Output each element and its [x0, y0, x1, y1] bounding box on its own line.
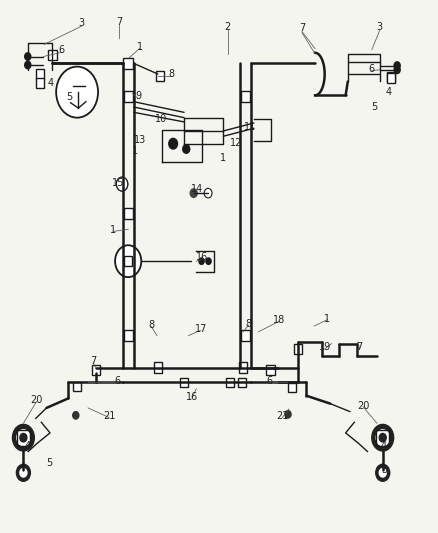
- Text: 3: 3: [78, 18, 85, 28]
- Text: 4: 4: [381, 441, 387, 451]
- Bar: [387, 73, 395, 83]
- Circle shape: [183, 145, 190, 154]
- Bar: [73, 382, 81, 391]
- Circle shape: [379, 433, 386, 442]
- Text: 1: 1: [137, 43, 143, 52]
- Text: 18: 18: [273, 314, 286, 325]
- Circle shape: [376, 430, 389, 446]
- Circle shape: [115, 245, 141, 277]
- Circle shape: [394, 62, 400, 69]
- Bar: [288, 383, 296, 392]
- Bar: [36, 69, 44, 79]
- Text: 5: 5: [371, 102, 377, 112]
- Circle shape: [204, 188, 212, 198]
- Circle shape: [73, 411, 79, 419]
- Text: 5: 5: [67, 92, 73, 102]
- Text: 21: 21: [276, 411, 289, 422]
- Text: 11: 11: [244, 122, 257, 132]
- Bar: [36, 78, 44, 88]
- Circle shape: [12, 424, 34, 451]
- Bar: [124, 91, 133, 102]
- Circle shape: [20, 433, 27, 442]
- Text: 1: 1: [110, 225, 117, 236]
- Text: 9: 9: [135, 91, 141, 101]
- Bar: [124, 256, 132, 266]
- Text: 3: 3: [377, 22, 383, 33]
- Circle shape: [372, 424, 394, 451]
- Circle shape: [17, 430, 30, 446]
- Circle shape: [20, 469, 27, 477]
- Text: 20: 20: [357, 401, 369, 411]
- Text: 5: 5: [381, 465, 387, 474]
- Circle shape: [376, 464, 390, 481]
- Circle shape: [394, 66, 400, 74]
- Circle shape: [117, 177, 128, 191]
- Text: 1: 1: [132, 146, 138, 156]
- Text: 1: 1: [324, 313, 330, 324]
- Bar: [376, 430, 389, 446]
- Text: 15: 15: [112, 177, 124, 188]
- Text: 7: 7: [357, 342, 363, 352]
- Text: 21: 21: [103, 411, 115, 422]
- Text: 19: 19: [318, 342, 331, 352]
- Text: 17: 17: [194, 324, 207, 334]
- Bar: [241, 330, 250, 341]
- Bar: [124, 330, 133, 341]
- Text: 5: 5: [46, 458, 53, 468]
- Text: 6: 6: [59, 45, 65, 54]
- Text: 2: 2: [225, 22, 231, 33]
- Text: 13: 13: [134, 135, 147, 145]
- Circle shape: [16, 464, 30, 481]
- Text: 4: 4: [25, 441, 31, 451]
- Bar: [124, 58, 133, 69]
- Bar: [239, 362, 247, 373]
- Circle shape: [206, 258, 211, 264]
- Text: 8: 8: [246, 319, 252, 329]
- Bar: [241, 91, 250, 102]
- Circle shape: [25, 53, 31, 60]
- Circle shape: [25, 61, 31, 69]
- Text: 10: 10: [155, 114, 167, 124]
- Text: 1: 1: [220, 152, 226, 163]
- Bar: [17, 430, 30, 446]
- Text: 6: 6: [266, 376, 272, 386]
- Bar: [156, 71, 164, 81]
- Bar: [180, 377, 188, 387]
- Text: 7: 7: [90, 356, 96, 366]
- Circle shape: [199, 258, 204, 264]
- Text: 20: 20: [30, 395, 42, 406]
- Bar: [226, 377, 234, 387]
- Bar: [48, 50, 57, 60]
- Text: 8: 8: [168, 69, 174, 79]
- Circle shape: [285, 410, 291, 418]
- Text: 7: 7: [299, 23, 305, 34]
- Text: 4: 4: [48, 78, 54, 88]
- Circle shape: [169, 139, 177, 149]
- Bar: [293, 344, 301, 354]
- Bar: [153, 362, 162, 373]
- Text: 16: 16: [186, 392, 198, 402]
- Bar: [238, 377, 246, 387]
- Circle shape: [117, 177, 128, 191]
- Circle shape: [190, 189, 197, 197]
- Text: 6: 6: [368, 64, 374, 74]
- Text: 4: 4: [385, 87, 392, 97]
- Text: 8: 8: [148, 320, 154, 330]
- Text: 6: 6: [115, 376, 121, 386]
- Text: 7: 7: [117, 17, 123, 27]
- Text: 16: 16: [196, 252, 208, 262]
- Bar: [266, 365, 275, 375]
- Bar: [387, 72, 395, 82]
- Text: 14: 14: [191, 184, 203, 195]
- Bar: [92, 365, 100, 375]
- Circle shape: [379, 469, 386, 477]
- Circle shape: [56, 67, 98, 118]
- Bar: [124, 208, 133, 219]
- Text: 12: 12: [230, 138, 243, 148]
